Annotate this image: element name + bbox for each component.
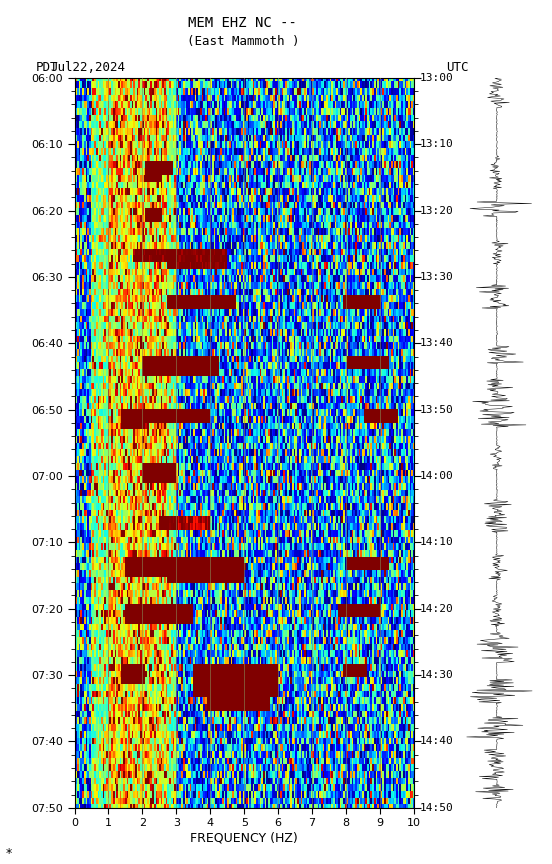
- Text: 14:50: 14:50: [420, 803, 453, 813]
- Text: 13:10: 13:10: [420, 139, 453, 149]
- X-axis label: FREQUENCY (HZ): FREQUENCY (HZ): [190, 831, 298, 844]
- Text: 14:30: 14:30: [420, 670, 453, 680]
- Text: 14:00: 14:00: [420, 471, 453, 481]
- Text: 14:10: 14:10: [420, 537, 453, 548]
- Text: 13:00: 13:00: [420, 73, 453, 83]
- Text: MEM EHZ NC --: MEM EHZ NC --: [188, 16, 298, 30]
- Text: UTC: UTC: [446, 61, 468, 74]
- Text: *: *: [6, 847, 12, 860]
- Text: PDT: PDT: [35, 61, 58, 74]
- Text: Jul22,2024: Jul22,2024: [51, 61, 126, 74]
- Text: 13:20: 13:20: [420, 206, 453, 215]
- Text: 14:20: 14:20: [420, 604, 453, 613]
- Text: (East Mammoth ): (East Mammoth ): [187, 35, 299, 48]
- Text: 13:30: 13:30: [420, 272, 453, 282]
- Text: 14:40: 14:40: [420, 736, 453, 746]
- Text: 13:50: 13:50: [420, 404, 453, 415]
- Text: 13:40: 13:40: [420, 338, 453, 348]
